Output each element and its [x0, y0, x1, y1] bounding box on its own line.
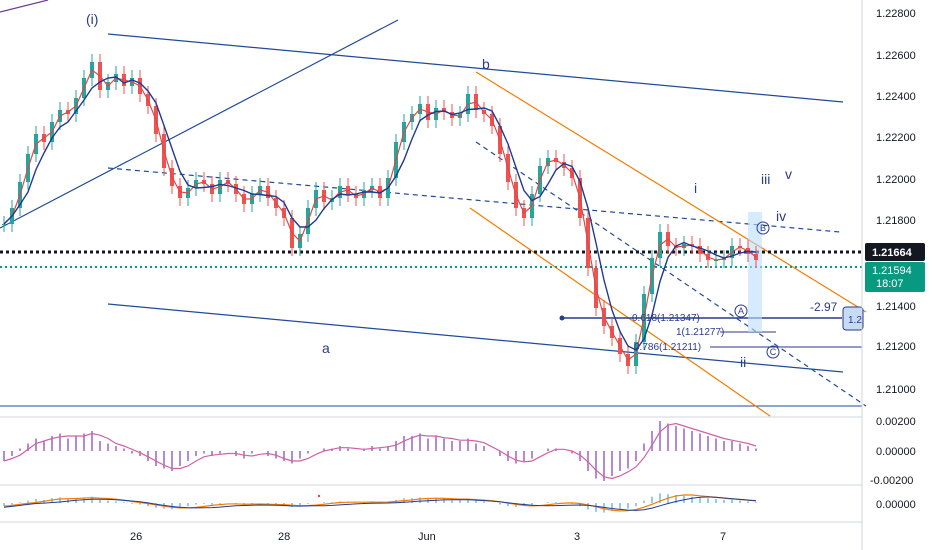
price-tick: 1.21200 [876, 341, 916, 353]
candles-group [2, 54, 758, 374]
circle-label-a-ring [734, 304, 748, 318]
current-price-badge [865, 243, 925, 261]
channel-line-upper[interactable] [107, 33, 844, 103]
last-price-badge-text: 1.21594 [872, 265, 912, 277]
orange-channel-upper[interactable] [475, 71, 867, 313]
wave-label-iv: iv [776, 208, 786, 224]
fib-label-0786: 0.786(1.21211) [634, 342, 701, 353]
circle-label-b: B [760, 223, 766, 233]
oscillator-line-2 [3, 496, 757, 511]
candle-body [2, 224, 6, 225]
x-tick: Jun [418, 531, 436, 543]
price-tick: 1.21800 [876, 215, 916, 227]
countdown-text: 18:07 [876, 278, 904, 290]
orange-channel-lower[interactable] [469, 207, 771, 417]
wave-label-v: v [785, 166, 792, 182]
price-tick: 1.22600 [876, 50, 916, 62]
macd-tick: 0.00200 [876, 416, 916, 428]
osc-tick: 0.00000 [876, 499, 916, 511]
measure-label: -2.97 [810, 300, 838, 314]
channel-line-lower[interactable] [107, 303, 844, 373]
oscillator-marker [317, 494, 321, 498]
trendline-dashed[interactable] [107, 167, 841, 233]
wave-label-iii: iii [761, 171, 770, 187]
fib-anchor-point[interactable] [559, 315, 565, 321]
circle-label-c: C [770, 347, 777, 357]
last-price-badge [865, 262, 925, 292]
x-tick: 7 [720, 531, 726, 543]
wave-label-i: i [694, 180, 697, 196]
current-price-badge-text: 1.21664 [872, 247, 913, 259]
wave-label-ii: ii [740, 354, 746, 370]
fib-label-0618: 0.618(1.21347) [632, 313, 700, 324]
circle-label-c-ring [766, 345, 780, 359]
price-tick: 1.21000 [876, 384, 916, 396]
price-axis-ticks: 1.22800 1.22600 1.22400 1.22200 1.22000 … [876, 8, 916, 396]
projection-box[interactable] [748, 212, 762, 332]
price-box-label: 1.2 [848, 315, 862, 326]
trendline[interactable] [0, 0, 49, 13]
price-tick: 1.21400 [876, 301, 916, 313]
macd-histogram [3, 421, 757, 481]
wave-label-b: b [482, 56, 490, 72]
wave-label-a: a [322, 340, 330, 356]
fib-label-1: 1(1.21277) [676, 327, 724, 338]
x-tick: 26 [130, 531, 142, 543]
circle-label-b-ring [756, 221, 770, 235]
wave-label-i-paren: (i) [86, 11, 98, 27]
macd-signal-line [3, 422, 757, 480]
price-tick: 1.22400 [876, 91, 916, 103]
macd-tick: -0.00200 [870, 475, 913, 487]
price-box[interactable] [842, 306, 864, 331]
ma-slow-line [3, 76, 757, 351]
trendline-rising[interactable] [0, 19, 399, 229]
circle-label-a: A [738, 306, 744, 316]
price-tick: 1.22200 [876, 132, 916, 144]
price-tick: 1.22000 [876, 174, 916, 186]
trendline-dashed-steep[interactable] [475, 141, 867, 407]
x-tick: 28 [278, 531, 290, 543]
macd-tick: 0.00000 [876, 446, 916, 458]
price-tick: 1.22800 [876, 8, 916, 20]
x-tick: 3 [574, 531, 580, 543]
